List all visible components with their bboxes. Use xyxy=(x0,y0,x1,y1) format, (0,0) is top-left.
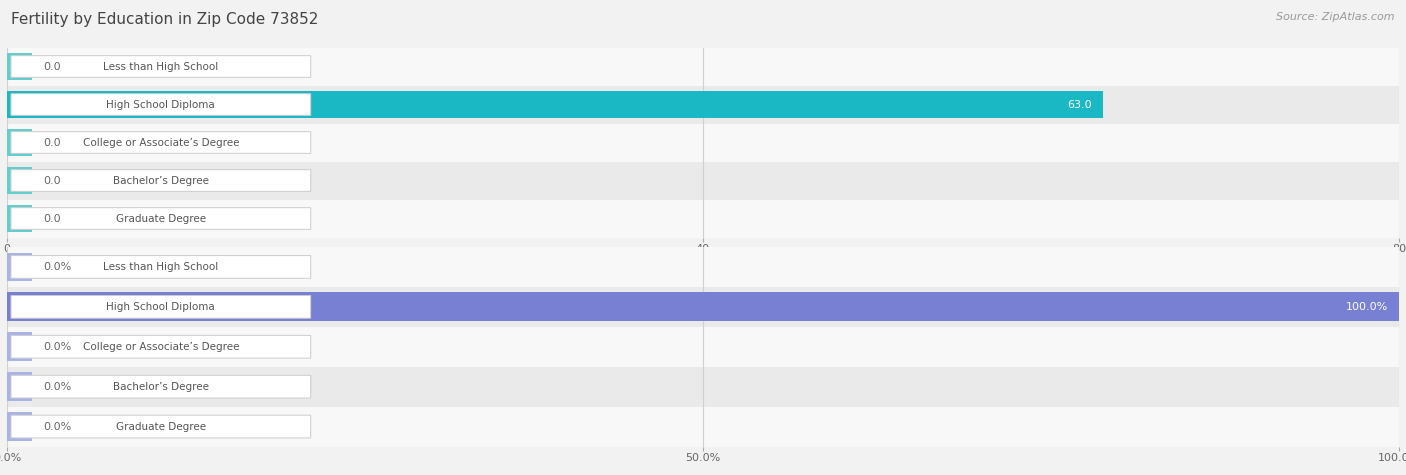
Text: Less than High School: Less than High School xyxy=(103,61,218,72)
Bar xyxy=(7,253,32,281)
Bar xyxy=(7,293,1399,321)
Text: 0.0%: 0.0% xyxy=(44,262,72,272)
Text: College or Associate’s Degree: College or Associate’s Degree xyxy=(83,342,239,352)
FancyBboxPatch shape xyxy=(11,170,311,191)
FancyBboxPatch shape xyxy=(11,94,311,115)
FancyBboxPatch shape xyxy=(11,132,311,153)
Bar xyxy=(7,167,32,194)
Text: 0.0: 0.0 xyxy=(44,61,60,72)
Bar xyxy=(7,287,1399,327)
Bar xyxy=(7,247,1399,287)
Text: Source: ZipAtlas.com: Source: ZipAtlas.com xyxy=(1277,12,1395,22)
FancyBboxPatch shape xyxy=(11,335,311,358)
FancyBboxPatch shape xyxy=(11,256,311,278)
Text: Bachelor’s Degree: Bachelor’s Degree xyxy=(112,381,209,392)
Text: 0.0%: 0.0% xyxy=(44,381,72,392)
Text: Bachelor’s Degree: Bachelor’s Degree xyxy=(112,175,209,186)
Text: College or Associate’s Degree: College or Associate’s Degree xyxy=(83,137,239,148)
FancyBboxPatch shape xyxy=(11,208,311,229)
Text: Less than High School: Less than High School xyxy=(103,262,218,272)
FancyBboxPatch shape xyxy=(11,56,311,77)
FancyBboxPatch shape xyxy=(11,375,311,398)
Bar xyxy=(7,372,32,401)
Bar xyxy=(7,162,1399,199)
Text: 0.0: 0.0 xyxy=(44,137,60,148)
Bar xyxy=(7,205,32,232)
Bar xyxy=(7,129,32,156)
Bar xyxy=(7,124,1399,162)
Text: High School Diploma: High School Diploma xyxy=(107,302,215,312)
Bar xyxy=(7,367,1399,407)
Bar xyxy=(7,412,32,441)
Text: 63.0: 63.0 xyxy=(1067,99,1092,110)
Bar xyxy=(7,48,1399,86)
Bar xyxy=(7,327,1399,367)
Bar xyxy=(7,332,32,361)
Text: 0.0%: 0.0% xyxy=(44,342,72,352)
Text: 100.0%: 100.0% xyxy=(1346,302,1388,312)
Bar xyxy=(7,91,1104,118)
Text: Graduate Degree: Graduate Degree xyxy=(115,213,205,224)
Bar xyxy=(7,200,1399,238)
Bar xyxy=(7,407,1399,446)
Text: 0.0: 0.0 xyxy=(44,175,60,186)
Text: 0.0: 0.0 xyxy=(44,213,60,224)
FancyBboxPatch shape xyxy=(11,415,311,438)
Text: Graduate Degree: Graduate Degree xyxy=(115,421,205,432)
Text: High School Diploma: High School Diploma xyxy=(107,99,215,110)
Bar xyxy=(7,53,32,80)
Text: Fertility by Education in Zip Code 73852: Fertility by Education in Zip Code 73852 xyxy=(11,12,319,27)
Text: 0.0%: 0.0% xyxy=(44,421,72,432)
Bar xyxy=(7,86,1399,124)
FancyBboxPatch shape xyxy=(11,295,311,318)
